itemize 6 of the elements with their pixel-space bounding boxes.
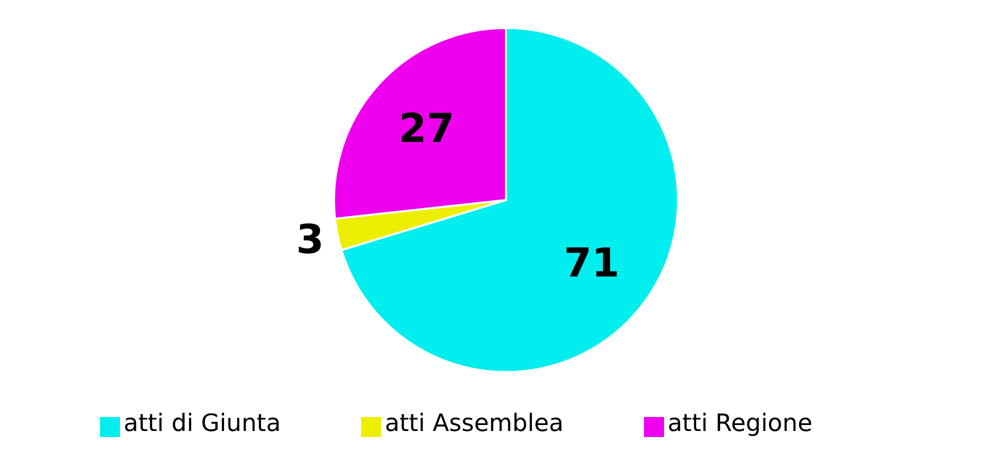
data-label: 3	[296, 217, 324, 264]
data-label: 27	[398, 106, 454, 152]
data-label: 71	[564, 240, 620, 286]
legend-label: atti di Giunta	[124, 409, 281, 437]
legend-label: atti Assemblea	[384, 409, 564, 437]
legend-label: atti Regione	[668, 409, 812, 437]
